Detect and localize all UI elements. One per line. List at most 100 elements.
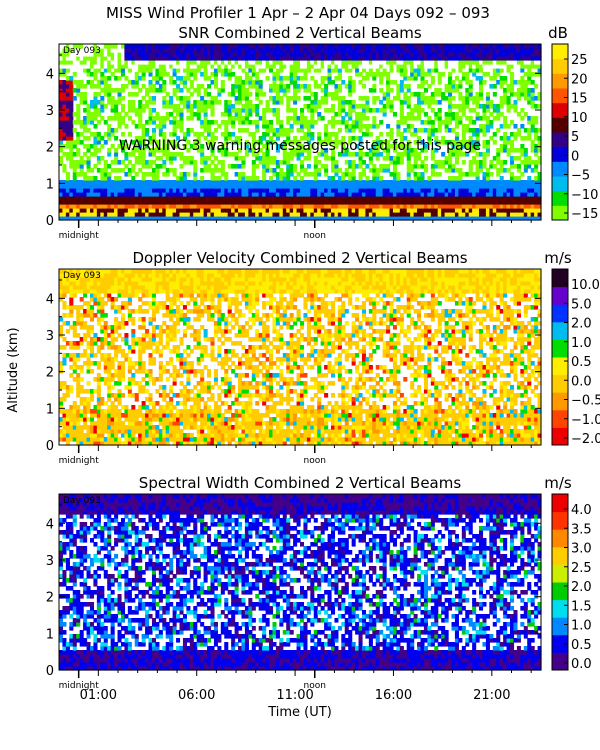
heatmap-cell: [231, 204, 236, 209]
heatmap-cell: [100, 212, 105, 217]
heatmap-cell: [361, 184, 367, 189]
heatmap-cell: [468, 64, 473, 69]
heatmap-cell: [127, 172, 132, 177]
heatmap-cell: [365, 44, 370, 49]
heatmap-cell: [210, 180, 215, 185]
heatmap-cell: [83, 144, 88, 149]
heatmap-cell: [479, 92, 484, 97]
heatmap-cell: [255, 208, 260, 213]
heatmap-cell: [127, 208, 132, 213]
heatmap-cell: [100, 56, 105, 61]
heatmap-cell: [162, 204, 167, 209]
heatmap-cell: [231, 60, 236, 65]
heatmap-cell: [275, 76, 280, 81]
heatmap-cell: [451, 188, 456, 193]
heatmap-cell: [403, 76, 408, 81]
heatmap-cell: [399, 108, 404, 113]
heatmap-cell: [275, 216, 280, 221]
heatmap-cell: [461, 44, 466, 49]
heatmap-cell: [234, 108, 239, 113]
heatmap-cell: [182, 160, 187, 165]
heatmap-cell: [300, 48, 305, 53]
heatmap-cell: [317, 56, 322, 61]
heatmap-cell: [475, 168, 480, 173]
heatmap-cell: [69, 341, 74, 346]
heatmap-cell: [420, 100, 425, 105]
heatmap-cell: [93, 285, 98, 290]
heatmap-cell: [448, 84, 453, 89]
heatmap-cell: [375, 196, 380, 201]
heatmap-cell: [265, 128, 270, 133]
heatmap-cell: [207, 140, 212, 145]
heatmap-cell: [248, 56, 253, 61]
heatmap-cell: [76, 357, 81, 362]
heatmap-cell: [86, 216, 91, 221]
heatmap-cell: [523, 204, 528, 209]
heatmap-cell: [489, 196, 494, 201]
heatmap-cell: [479, 160, 484, 165]
heatmap-cell: [472, 200, 477, 205]
heatmap-cell: [114, 425, 119, 430]
heatmap-cell: [320, 96, 325, 101]
heatmap-cell: [107, 341, 112, 346]
heatmap-cell: [468, 212, 473, 217]
heatmap-cell: [317, 84, 322, 89]
heatmap-cell: [279, 160, 284, 165]
heatmap-cell: [141, 176, 146, 181]
heatmap-cell: [93, 313, 98, 318]
heatmap-cell: [69, 80, 74, 85]
heatmap-cell: [196, 188, 201, 193]
heatmap-cell: [65, 421, 70, 426]
heatmap-cell: [103, 64, 108, 69]
heatmap-cell: [351, 164, 356, 169]
heatmap-cell: [420, 188, 425, 193]
heatmap-cell: [506, 60, 511, 65]
heatmap-cell: [275, 172, 280, 177]
heatmap-cell: [217, 188, 222, 193]
heatmap-cell: [320, 152, 325, 157]
heatmap-cell: [351, 152, 356, 157]
heatmap-cell: [193, 112, 198, 117]
heatmap-cell: [513, 208, 518, 213]
heatmap-cell: [506, 192, 511, 197]
heatmap-cell: [496, 172, 501, 177]
heatmap-cell: [262, 212, 267, 217]
heatmap-cell: [492, 84, 497, 89]
heatmap-cell: [300, 196, 305, 201]
heatmap-cell: [203, 156, 208, 161]
heatmap-cell: [83, 108, 88, 113]
heatmap-cell: [341, 48, 346, 53]
heatmap-cell: [499, 200, 504, 205]
heatmap-cell: [107, 369, 112, 374]
heatmap-cell: [65, 128, 70, 133]
heatmap-cell: [441, 60, 446, 65]
heatmap-cell: [485, 92, 490, 97]
heatmap-cell: [420, 68, 425, 73]
heatmap-cell: [475, 140, 480, 145]
heatmap-cell: [499, 136, 504, 141]
heatmap-cell: [248, 92, 253, 97]
heatmap-cell: [534, 104, 539, 109]
heatmap-cell: [93, 116, 98, 121]
heatmap-cell: [155, 116, 160, 121]
heatmap-cell: [293, 52, 298, 57]
heatmap-cell: [234, 96, 239, 101]
heatmap-cell: [327, 92, 332, 97]
heatmap-cell: [403, 120, 408, 125]
heatmap-cell: [503, 136, 508, 141]
heatmap-cell: [434, 52, 439, 57]
heatmap-cell: [138, 76, 143, 81]
heatmap-cell: [534, 120, 539, 125]
heatmap-cell: [120, 160, 126, 165]
heatmap-cell: [413, 152, 418, 157]
heatmap-cell: [465, 204, 470, 209]
heatmap-cell: [69, 429, 74, 434]
heatmap-cell: [530, 88, 535, 93]
heatmap-cell: [59, 84, 64, 89]
heatmap-cell: [189, 184, 194, 189]
heatmap-cell: [382, 44, 387, 49]
heatmap-cell: [89, 285, 95, 290]
heatmap-cell: [275, 48, 280, 53]
heatmap-cell: [434, 192, 439, 197]
heatmap-cell: [224, 136, 229, 141]
